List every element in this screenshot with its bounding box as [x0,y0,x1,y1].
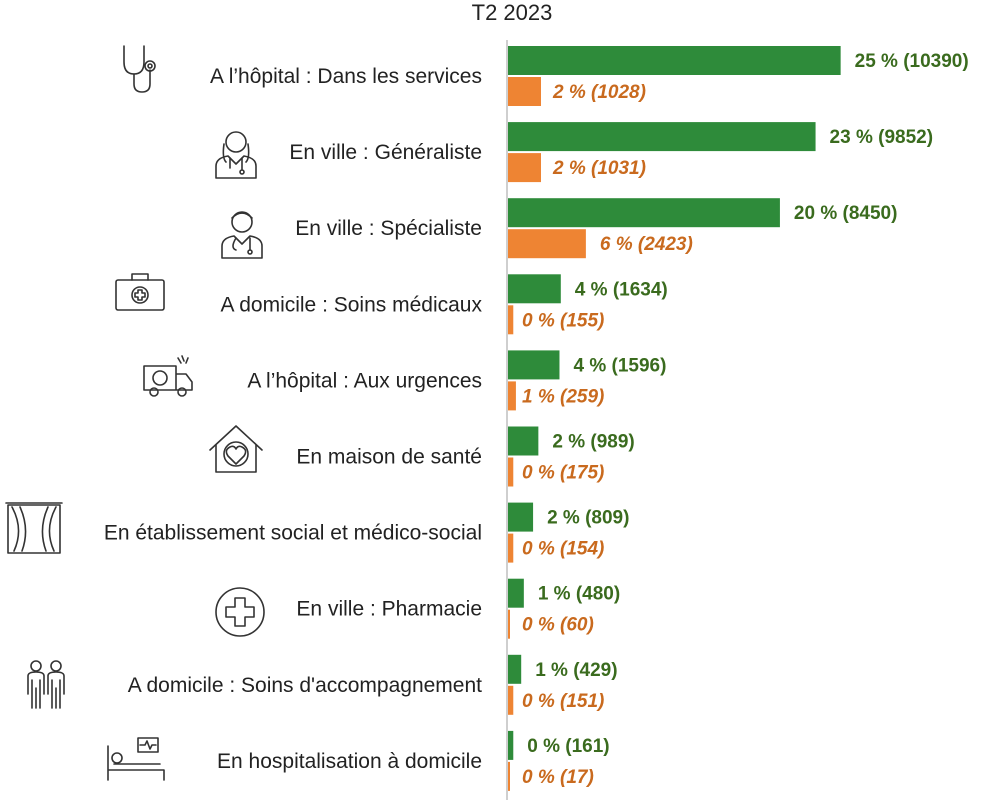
data-label-series-1: 2 % (989) [552,432,634,453]
data-label-series-2: 0 % (60) [522,615,594,636]
bar-series-1 [508,46,841,75]
bar-series-2 [508,305,514,335]
bar-series-1 [508,502,534,532]
data-label-series-2: 0 % (151) [522,691,604,712]
data-label-series-1: 0 % (161) [527,736,609,757]
data-label-series-1: 1 % (429) [535,660,617,681]
bar-series-2 [508,381,516,411]
data-label-series-2: 0 % (175) [522,463,604,484]
data-label-series-1: 23 % (9852) [830,127,934,148]
bar-series-1 [508,122,816,152]
data-label-series-1: 25 % (10390) [855,51,969,72]
bar-series-2 [508,457,514,487]
category-label: En hospitalisation à domicile [217,750,482,773]
house-heart-icon [209,425,263,473]
pharmacy-cross-icon [215,587,265,637]
bar-series-1 [508,274,561,304]
bar-series-1 [508,578,524,608]
data-label-series-1: 2 % (809) [547,508,629,529]
ambulance-icon [143,355,193,397]
bar-series-2 [508,229,586,259]
data-label-series-1: 20 % (8450) [794,203,898,224]
category-label: En ville : Pharmacie [296,598,482,621]
data-label-series-2: 1 % (259) [522,386,604,407]
hospital-bed-icon [107,737,165,781]
data-label-series-2: 0 % (155) [522,310,604,331]
bar-series-2 [508,609,510,639]
data-label-series-2: 0 % (17) [522,767,594,788]
caregivers-icon [27,660,65,709]
data-label-series-1: 4 % (1634) [575,279,668,300]
data-label-series-1: 1 % (480) [538,584,620,605]
category-label: A domicile : Soins d'accompagnement [128,674,482,697]
bar-series-2 [508,77,541,106]
data-label-series-1: 4 % (1596) [573,355,666,376]
category-label: En maison de santé [296,446,482,469]
category-label: A l’hôpital : Aux urgences [247,369,482,392]
category-label: En ville : Généraliste [289,141,482,164]
stethoscope-icon [123,45,156,93]
data-label-series-2: 2 % (1028) [552,82,646,103]
category-label: A domicile : Soins médicaux [221,293,483,316]
data-label-series-2: 2 % (1031) [552,158,646,179]
bar-series-1 [508,350,560,380]
window-curtains-icon [5,502,63,554]
female-doctor-icon [215,131,257,179]
category-label: En ville : Spécialiste [295,217,482,240]
chart-title: T2 2023 [472,0,553,25]
data-label-series-2: 6 % (2423) [600,234,693,255]
bar-series-2 [508,685,514,715]
data-label-series-2: 0 % (154) [522,539,604,560]
bar-series-1 [508,730,514,760]
bar-series-2 [508,533,514,563]
category-label: A l’hôpital : Dans les services [210,65,482,88]
bar-series-1 [508,426,539,456]
medical-bag-icon [115,273,165,311]
bar-series-2 [508,761,510,791]
bar-series-1 [508,654,522,684]
bar-series-1 [508,198,780,228]
bar-series-2 [508,153,541,183]
male-doctor-icon [221,211,263,259]
category-label: En établissement social et médico-social [104,522,482,545]
